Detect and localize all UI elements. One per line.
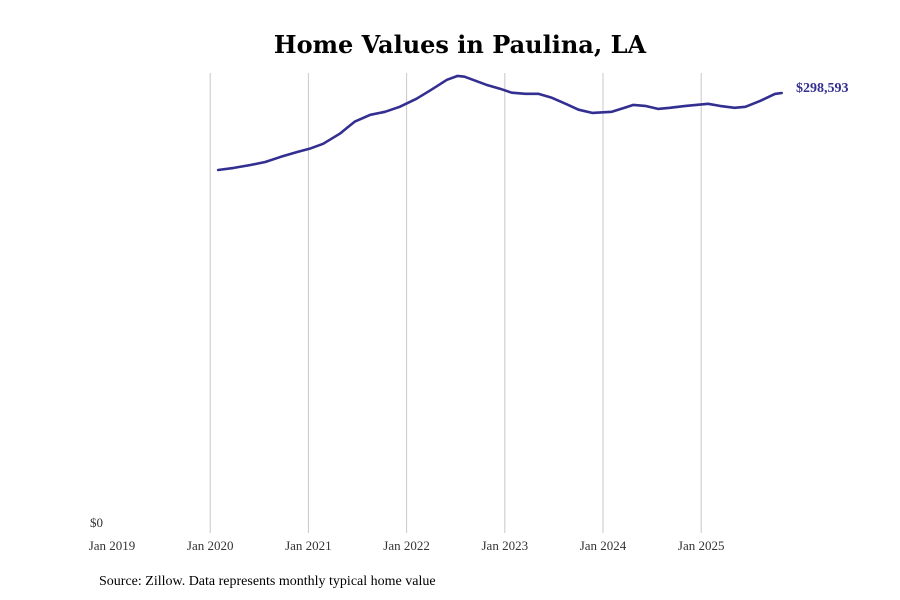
data-points [217, 75, 782, 171]
x-tick-label: Jan 2021 [285, 538, 332, 553]
x-tick-label: Jan 2024 [580, 538, 627, 553]
series-line [216, 74, 783, 172]
x-tick-label: Jan 2019 [89, 538, 136, 553]
x-tick-label: Jan 2023 [482, 538, 529, 553]
chart-title: Home Values in Paulina, LA [273, 30, 647, 59]
source-note: Source: Zillow. Data represents monthly … [99, 574, 436, 589]
x-axis-ticks: Jan 2019 Jan 2020 Jan 2021 Jan 2022 Jan 2023… [89, 538, 725, 553]
y-tick-label-0: $0 [90, 515, 103, 530]
x-tick-label: Jan 2020 [187, 538, 234, 553]
x-tick-label: Jan 2022 [383, 538, 430, 553]
x-tick-label: Jan 2025 [678, 538, 725, 553]
end-value-label: $298,593 [796, 81, 849, 96]
gridlines [209, 73, 702, 533]
